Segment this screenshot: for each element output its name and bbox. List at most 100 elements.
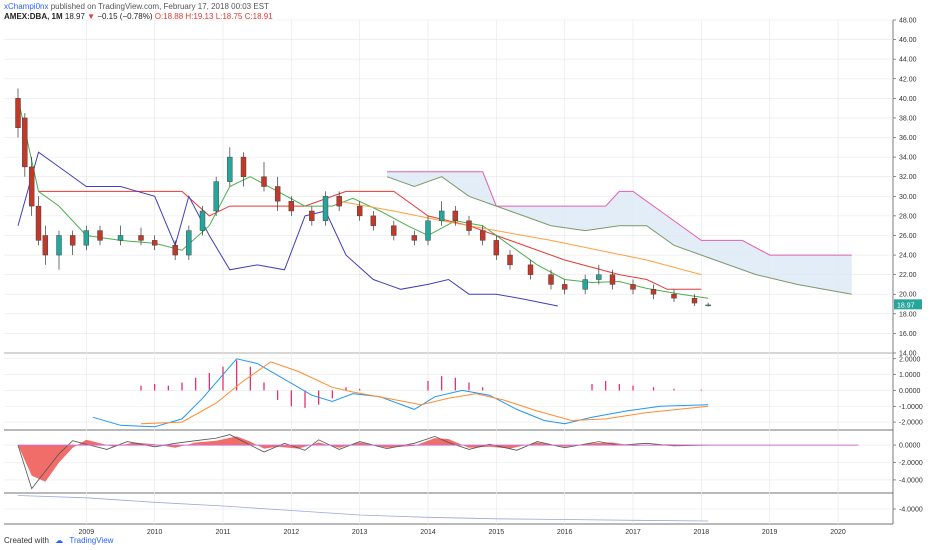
candle-body: [391, 225, 397, 236]
ohlc-close: C:18.91: [244, 12, 273, 21]
last-price-tag: [894, 299, 922, 310]
candle-body: [411, 235, 418, 241]
y-tick-label: 24.00: [899, 253, 917, 260]
oscillator-area: [18, 436, 709, 482]
candle-body: [69, 235, 76, 246]
candle-body: [479, 230, 486, 241]
x-tick-label: 2015: [489, 529, 505, 536]
candle-body: [582, 279, 588, 290]
candle-body: [83, 230, 90, 246]
candle-body: [322, 196, 329, 221]
candle-body: [15, 98, 21, 128]
publish-info: published on TradingView.com, February 1…: [50, 2, 269, 11]
candle-body: [42, 235, 49, 256]
ohlc-open: O:18.88: [154, 12, 184, 21]
author-link[interactable]: xChampi0nx: [4, 2, 49, 11]
y-tick-label: 46.00: [899, 37, 917, 44]
x-tick-label: 2019: [762, 529, 778, 536]
indicator-line: [339, 200, 702, 276]
candle-body: [138, 235, 144, 241]
indicator-line: [17, 151, 558, 307]
y-tick-label: -2.0000: [899, 420, 923, 427]
y-tick-label: -2.0000: [899, 460, 923, 467]
candle-body: [213, 181, 219, 212]
indicator-line: [17, 98, 709, 299]
x-tick-label: 2016: [557, 529, 573, 536]
candle-body: [370, 215, 377, 226]
candle-body: [117, 235, 124, 241]
y-tick-label: 20.00: [899, 292, 917, 299]
indicator-line: [386, 176, 852, 295]
symbol-label: AMEX:DBA, 1M: [4, 12, 63, 21]
price-change: −0.15 (−0.78%): [97, 12, 153, 21]
ichimoku-cloud: [387, 171, 852, 295]
y-tick-label: 42.00: [899, 76, 917, 83]
footer: Created with ☁ TradingView: [4, 536, 113, 545]
candle-body: [261, 176, 267, 187]
y-tick-label: 14.00: [899, 351, 917, 358]
macd-series-line: [93, 358, 709, 428]
y-tick-label: 38.00: [899, 115, 917, 122]
candle-body: [151, 240, 158, 246]
candle-body: [609, 274, 616, 285]
candle-body: [527, 264, 534, 275]
x-tick-label: 2010: [147, 529, 163, 536]
y-tick-label: 40.00: [899, 96, 917, 103]
x-tick-label: 2011: [215, 529, 230, 536]
candle-body: [227, 156, 233, 182]
x-tick-label: 2018: [694, 529, 710, 536]
candle-body: [438, 210, 445, 221]
down-arrow-icon: ▼: [87, 12, 96, 21]
candle-body: [630, 284, 636, 290]
y-tick-label: 32.00: [899, 174, 917, 181]
ohlc-high: H:19.13: [185, 12, 214, 21]
symbol-line: AMEX:DBA, 1M 18.97 ▼ −0.15 (−0.78%) O:18…: [4, 12, 273, 22]
candle-body: [199, 210, 206, 231]
last-price: 18.97: [64, 12, 85, 21]
tradingview-brand[interactable]: TradingView: [69, 536, 114, 545]
candle-body: [671, 294, 677, 299]
tradingview-cloud-icon: ☁: [55, 536, 64, 545]
candle-body: [356, 205, 363, 217]
macd-series-line: [140, 361, 709, 425]
oscillator-line: [17, 434, 709, 490]
candle-body: [336, 196, 342, 207]
candle-body: [186, 230, 192, 256]
lower-series-line: [17, 495, 709, 522]
candle-body: [56, 235, 62, 256]
y-tick-label: 44.00: [899, 57, 917, 64]
candle-body: [548, 274, 554, 285]
candle-body: [240, 156, 247, 177]
candle-body: [274, 186, 281, 202]
candle-body: [97, 230, 103, 241]
y-tick-label: -1.0000: [899, 404, 923, 411]
candle-body: [561, 284, 568, 290]
y-tick-label: 30.00: [899, 194, 917, 201]
candle-body: [691, 297, 698, 304]
indicator-line: [38, 190, 702, 290]
y-tick-label: 0.0000: [899, 443, 921, 450]
candle-body: [452, 210, 459, 221]
candle-body: [172, 245, 178, 256]
y-tick-label: 28.00: [899, 213, 917, 220]
y-tick-label: 36.00: [899, 135, 917, 142]
candle-body: [22, 117, 28, 168]
x-tick-label: 2020: [830, 529, 846, 536]
y-tick-label: 34.00: [899, 155, 917, 162]
y-tick-label: 18.00: [899, 311, 917, 318]
y-tick-label: -4.0000: [899, 507, 923, 514]
y-tick-label: 2.0000: [899, 356, 921, 363]
x-tick-label: 2017: [625, 529, 641, 536]
ohlc-low: L:18.75: [215, 12, 243, 21]
candle-body: [466, 220, 472, 231]
y-tick-label: -4.0000: [899, 477, 923, 484]
y-tick-label: 26.00: [899, 233, 917, 240]
candle-body: [35, 205, 42, 241]
candle-body: [425, 220, 431, 241]
y-tick-label: 1.0000: [899, 372, 921, 379]
candle-body: [596, 274, 602, 280]
y-tick-label: 22.00: [899, 272, 917, 279]
publish-line: xChampi0nx published on TradingView.com,…: [4, 2, 273, 12]
chart-header: xChampi0nx published on TradingView.com,…: [4, 2, 273, 22]
